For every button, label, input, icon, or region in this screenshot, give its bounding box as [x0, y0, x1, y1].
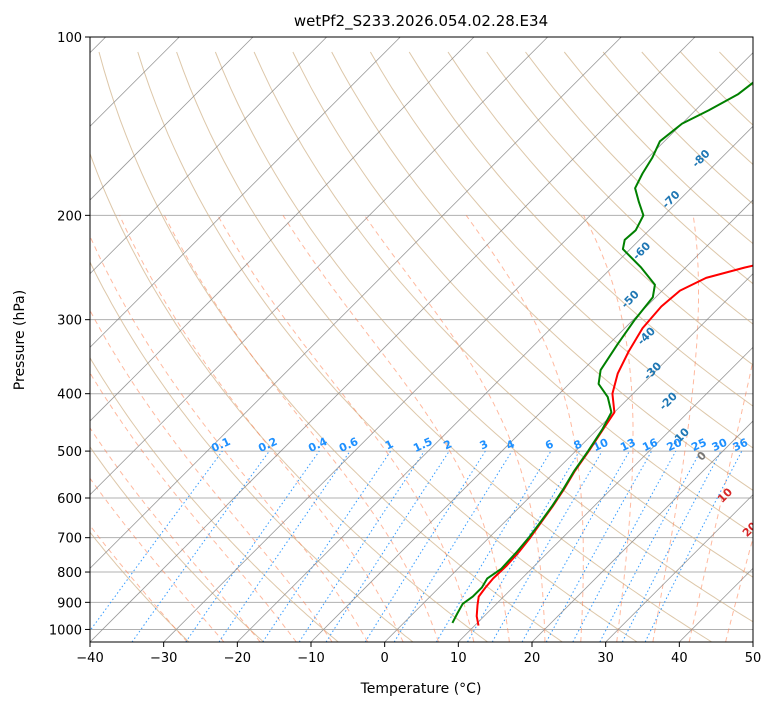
- mixing-ratio-line: [298, 450, 425, 642]
- mixing-ratio-line: [644, 450, 743, 642]
- dry-adiabat: [369, 51, 753, 449]
- moist-adiabat: [90, 427, 261, 642]
- y-tick-label: 200: [57, 209, 82, 224]
- mixing-ratio-line: [90, 450, 223, 632]
- mixing-ratio-line: [545, 450, 653, 642]
- moist-adiabat: [163, 215, 439, 642]
- mixing-ratio-label: 13: [618, 436, 637, 454]
- isotherms: [90, 37, 753, 642]
- dry-adiabat: [90, 531, 190, 642]
- moist-adiabat: [465, 215, 584, 642]
- y-tick-label: 900: [57, 596, 82, 611]
- dry-adiabat: [214, 51, 753, 623]
- x-tick-label: 20: [524, 651, 541, 666]
- moist-adiabat: [652, 215, 699, 642]
- mixing-ratio-label: 36: [731, 436, 751, 454]
- x-tick-label: 10: [450, 651, 467, 666]
- y-tick-label: 600: [57, 492, 82, 507]
- x-tick-label: −40: [76, 651, 103, 666]
- moist-adiabat: [725, 536, 753, 642]
- moist-adiabat: [90, 524, 188, 642]
- y-tick-label: 700: [57, 532, 82, 547]
- plot-frame: [89, 36, 754, 643]
- x-tick-label: −30: [150, 651, 177, 666]
- mixing-ratio-line: [185, 450, 320, 642]
- x-tick-label: 50: [745, 651, 762, 666]
- isotherm: [90, 37, 327, 275]
- isotherm: [605, 494, 753, 642]
- y-tick-label: 400: [57, 388, 82, 403]
- dry-adiabat: [331, 51, 753, 491]
- moist-adiabat: [90, 235, 369, 642]
- mixing-ratio-label: 16: [640, 436, 660, 454]
- y-axis-label: Pressure (hPa): [12, 290, 28, 390]
- isotherm: [237, 125, 753, 642]
- isotherm: [90, 37, 548, 496]
- isotherm: [90, 37, 696, 642]
- moist-adiabat: [217, 215, 475, 642]
- pressure-gridlines: [90, 37, 753, 630]
- dry-adiabat: [253, 51, 753, 578]
- mixing-ratio-line: [131, 450, 270, 642]
- mixing-ratio-line: [521, 450, 630, 642]
- mixing-ratio-line: [262, 450, 392, 642]
- isotherm: [90, 37, 401, 348]
- dry-adiabat: [90, 446, 264, 642]
- x-tick-label: 30: [597, 651, 614, 666]
- mixing-ratio-line: [325, 450, 450, 642]
- y-tick-label: 100: [57, 31, 82, 46]
- mixing-ratio-label: 25: [689, 436, 708, 454]
- mixing-ratio-line: [572, 450, 677, 642]
- y-tick-label: 500: [57, 445, 82, 460]
- x-tick-label: −20: [224, 651, 251, 666]
- y-tick-label: 1000: [49, 623, 82, 638]
- isotherm: [531, 420, 753, 642]
- isotherm: [90, 37, 622, 569]
- mixing-ratio-label: 30: [710, 436, 730, 454]
- dry-adiabat: [486, 51, 753, 325]
- isotherm: [163, 52, 753, 642]
- moist-adiabat: [90, 371, 297, 642]
- mixing-ratio-label: 20: [665, 436, 685, 454]
- isotherm: [458, 346, 753, 642]
- dewpoint-profile-line: [451, 81, 753, 624]
- moist-adiabat: [282, 215, 510, 642]
- sounding-series: [451, 81, 753, 626]
- isotherm: [90, 37, 254, 201]
- isotherm: [90, 37, 475, 422]
- moist-adiabat: [90, 309, 333, 642]
- isotherm: [310, 199, 753, 642]
- y-tick-label: 800: [57, 566, 82, 581]
- isotherm: [384, 273, 753, 642]
- background-lines: -100-90-80-70-60-50-40-30-20-10010203040…: [90, 37, 753, 642]
- dry-adiabat: [98, 51, 563, 642]
- y-axis-ticks: 100 200 300 400 500 600 700 800 900 1000: [49, 31, 90, 638]
- temperature-profile-line: [475, 264, 753, 626]
- dry-adiabat: [90, 260, 414, 642]
- dry-adiabats: [90, 51, 753, 642]
- moist-adiabat: [364, 215, 546, 642]
- moist-adiabat: [119, 215, 404, 642]
- x-tick-label: 0: [381, 651, 389, 666]
- x-axis-ticks: −40 −30 −20 −10 0 10 20 30 40 50: [76, 642, 761, 666]
- dry-adiabat: [90, 356, 339, 642]
- y-tick-label: 300: [57, 314, 82, 329]
- mixing-ratio-line: [393, 450, 513, 642]
- dry-adiabat: [137, 51, 638, 642]
- moist-adiabat: [90, 477, 225, 642]
- x-axis-label: Temperature (°C): [360, 681, 482, 697]
- x-tick-label: 40: [671, 651, 688, 666]
- dry-adiabat: [408, 51, 753, 407]
- x-tick-label: −10: [297, 651, 324, 666]
- chart-title: wetPf2_S233.2026.054.02.28.E34: [294, 12, 548, 31]
- mixing-ratio-line: [218, 450, 351, 642]
- dry-adiabat: [292, 51, 753, 535]
- moist-adiabat: [688, 358, 753, 642]
- dry-adiabat: [90, 152, 488, 642]
- moist-adiabats: [90, 215, 753, 642]
- mixing-ratio-lines: [90, 450, 743, 642]
